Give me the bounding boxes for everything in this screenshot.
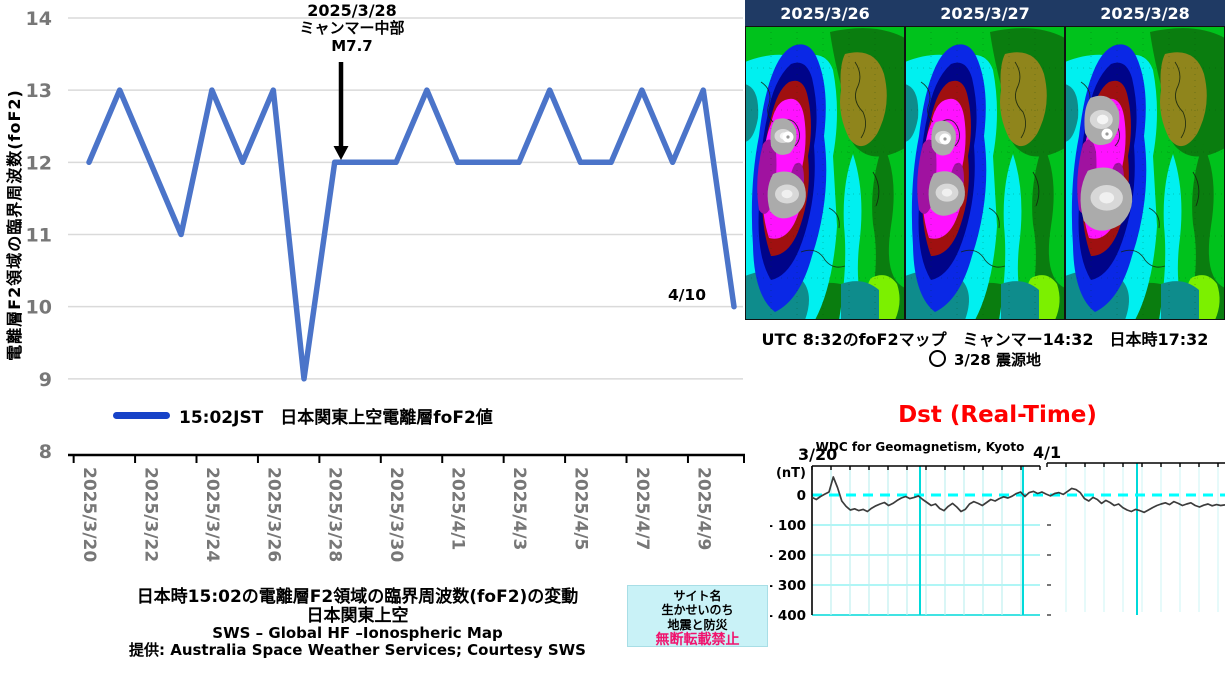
x-tick-label: 2025/4/3: [509, 467, 529, 550]
earthquake-annotation: 2025/3/28 ミャンマー中部 M7.7: [272, 1, 432, 55]
fof2-map-2025-3-27: [904, 26, 1066, 320]
fof2-caption-block: 日本時15:02の電離層F2領域の臨界周波数(foF2)の変動 日本関東上空 S…: [75, 588, 640, 658]
site-stamp-box: サイト名 生かせいのち 地震と防災 無断転載禁止: [627, 585, 768, 649]
y-tick-label: 9: [39, 369, 52, 391]
caption-line-1: 日本時15:02の電離層F2領域の臨界周波数(foF2)の変動: [136, 587, 579, 607]
annotation-arrow-head: [333, 146, 349, 160]
end-point-label: 4/10: [668, 286, 706, 304]
dst-chart-subtitle: WDC for Geomagnetism, Kyoto: [815, 440, 1025, 454]
annotation-magnitude: M7.7: [331, 36, 373, 55]
caption-line-2: 日本関東上空: [306, 605, 409, 626]
y-tick-label: 14: [26, 8, 52, 30]
x-tick-label: 2025/4/7: [632, 467, 652, 550]
stamp-line-2: 生かせいのち: [661, 603, 734, 618]
fof2-world-maps: [745, 26, 1225, 320]
x-tick-label: 2025/3/24: [202, 467, 222, 562]
epicenter-legend: 3/28 震源地: [745, 349, 1225, 370]
y-tick-label: 12: [26, 152, 52, 174]
epicenter-note: 3/28 震源地: [953, 351, 1041, 369]
annotation-place: ミャンマー中部: [299, 19, 405, 38]
stamp-line-1: サイト名: [673, 589, 722, 603]
legend-label: 15:02JST 日本関東上空電離層foF2値: [179, 408, 493, 428]
fof2-series-line: [86, 87, 737, 382]
x-tick-label: 2025/4/9: [693, 467, 713, 550]
legend-line-sample: [113, 412, 170, 419]
dst-x-label-start: 3/20: [798, 445, 837, 464]
x-tick-label: 2025/3/30: [386, 467, 406, 562]
fof2-legend: 15:02JST 日本関東上空電離層foF2値: [113, 403, 493, 428]
map-date-2025-3-27: 2025/3/27: [940, 3, 1030, 23]
dst-x-label-seam: 4/1: [1033, 443, 1061, 462]
x-tick-label: 2025/3/22: [140, 467, 160, 562]
caption-line-4: 提供: Australia Space Weather Services; Co…: [129, 640, 586, 659]
annotation-date: 2025/3/28: [307, 1, 397, 20]
x-tick-label: 2025/3/26: [263, 467, 283, 562]
dst-y-tick-label: - 400: [770, 608, 806, 624]
stamp-line-3: 地震と防災: [667, 617, 728, 632]
fof2-line-chart: 14 13 12 11 10 9 8 2025/3/20 2025/3/22 2025/3/24 2…: [26, 8, 745, 562]
y-tick-label: 10: [26, 297, 52, 319]
y-tick-label: 11: [26, 224, 52, 246]
x-tick-label: 2025/4/5: [570, 467, 590, 550]
epicenter-circle-icon: [928, 350, 946, 367]
x-tick-label: 2025/3/28: [325, 467, 345, 562]
no-reproduction-warning: 無断転載禁止: [655, 632, 740, 649]
x-tick-label: 2025/4/1: [448, 467, 468, 550]
map-date-2025-3-28: 2025/3/28: [1100, 3, 1190, 23]
caption-line-3: SWS – Global HF –Ionospheric Map: [212, 624, 503, 643]
dst-chart-title: Dst (Real-Time): [898, 402, 1097, 428]
y-tick-label: 13: [26, 80, 52, 102]
dst-y-tick-label: - 100: [770, 518, 806, 534]
dst-series-line: [811, 476, 1225, 514]
fof2-map-2025-3-28: [1064, 26, 1225, 320]
map-caption: UTC 8:32のfoF2マップ ミャンマー14:32 日本時17:32: [761, 330, 1209, 349]
dst-unit-label: (nT): [776, 466, 806, 481]
map-date-header: 2025/3/26 2025/3/27 2025/3/28: [745, 0, 1225, 26]
dst-y-tick-label: - 300: [770, 578, 806, 594]
dst-line-chart: (nT) 0 - 100 - 200 - 300 - 400 3/20 4/1: [770, 443, 1225, 624]
fof2-map-2025-3-26: [745, 26, 906, 320]
y-tick-label: 8: [39, 441, 52, 463]
x-tick-label: 2025/3/20: [79, 467, 99, 562]
dst-y-tick-label: - 200: [770, 548, 806, 564]
dst-y-tick-label: 0: [797, 488, 806, 504]
map-date-2025-3-26: 2025/3/26: [780, 3, 870, 23]
